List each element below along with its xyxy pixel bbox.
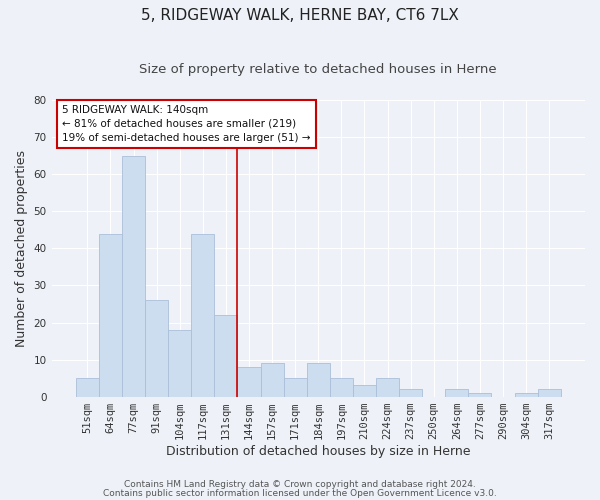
Y-axis label: Number of detached properties: Number of detached properties bbox=[15, 150, 28, 347]
Bar bbox=[214, 315, 238, 396]
Bar bbox=[168, 330, 191, 396]
Bar bbox=[515, 393, 538, 396]
Bar bbox=[330, 378, 353, 396]
Text: Contains HM Land Registry data © Crown copyright and database right 2024.: Contains HM Land Registry data © Crown c… bbox=[124, 480, 476, 489]
Bar bbox=[307, 363, 330, 396]
Bar bbox=[76, 378, 99, 396]
Bar bbox=[238, 367, 260, 396]
Bar bbox=[353, 386, 376, 396]
Bar bbox=[445, 389, 469, 396]
Text: Contains public sector information licensed under the Open Government Licence v3: Contains public sector information licen… bbox=[103, 488, 497, 498]
Text: 5 RIDGEWAY WALK: 140sqm
← 81% of detached houses are smaller (219)
19% of semi-d: 5 RIDGEWAY WALK: 140sqm ← 81% of detache… bbox=[62, 104, 311, 142]
Bar bbox=[284, 378, 307, 396]
Bar bbox=[469, 393, 491, 396]
Bar bbox=[376, 378, 399, 396]
Bar bbox=[122, 156, 145, 396]
Bar bbox=[99, 234, 122, 396]
Text: 5, RIDGEWAY WALK, HERNE BAY, CT6 7LX: 5, RIDGEWAY WALK, HERNE BAY, CT6 7LX bbox=[141, 8, 459, 22]
X-axis label: Distribution of detached houses by size in Herne: Distribution of detached houses by size … bbox=[166, 444, 470, 458]
Bar bbox=[260, 363, 284, 396]
Title: Size of property relative to detached houses in Herne: Size of property relative to detached ho… bbox=[139, 62, 497, 76]
Bar bbox=[538, 389, 561, 396]
Bar bbox=[399, 389, 422, 396]
Bar bbox=[145, 300, 168, 396]
Bar bbox=[191, 234, 214, 396]
